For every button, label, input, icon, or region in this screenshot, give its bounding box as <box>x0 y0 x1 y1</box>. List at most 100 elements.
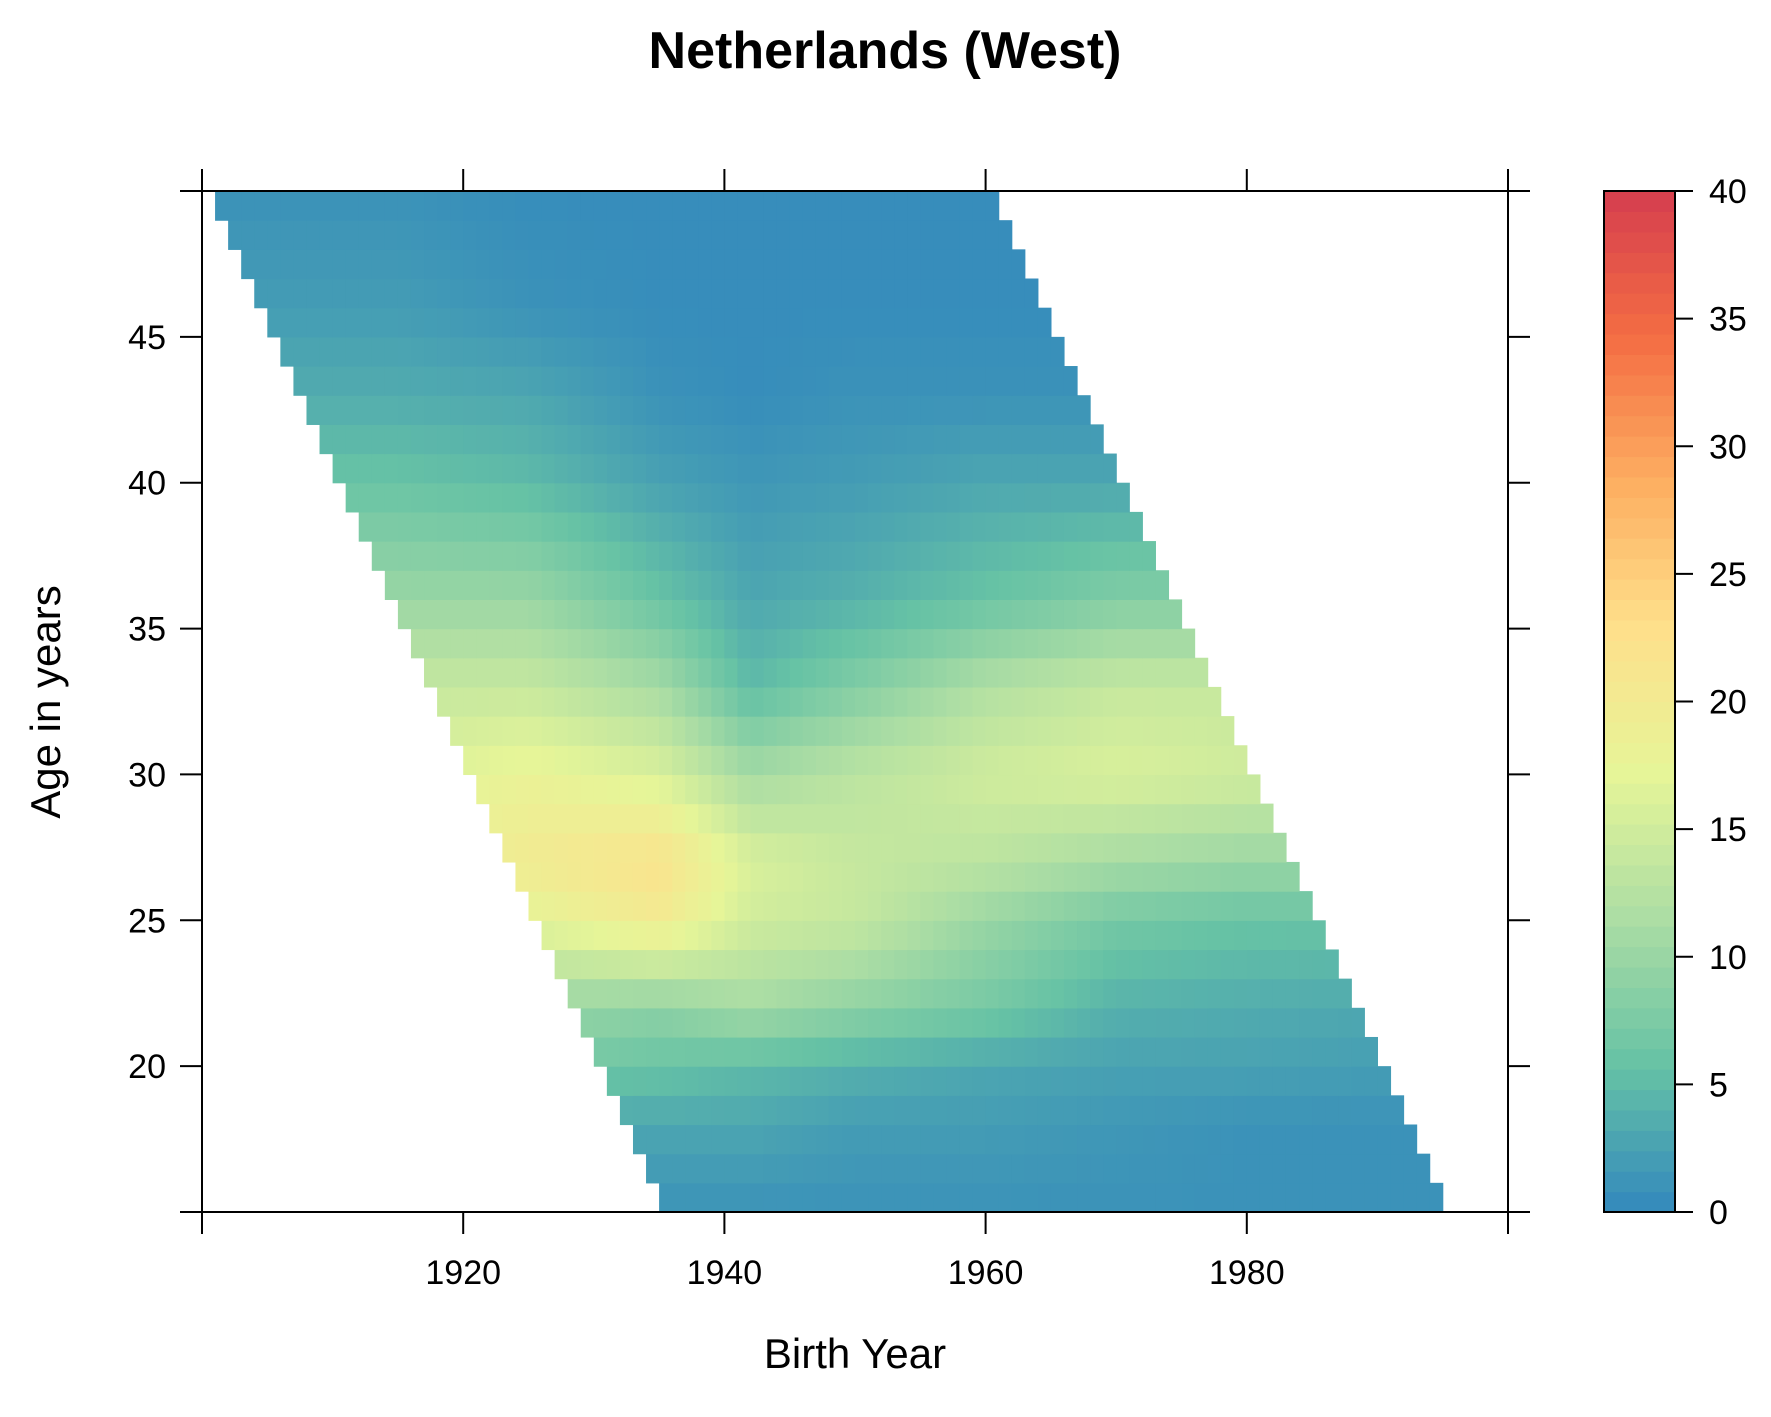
heatmap-cell <box>815 920 830 951</box>
heatmap-cell <box>789 249 804 280</box>
heatmap-cell <box>384 570 399 600</box>
heatmap-cell <box>920 336 934 367</box>
heatmap-cell <box>1050 861 1065 892</box>
heatmap-cell <box>397 395 412 425</box>
heatmap-cell <box>1220 1066 1235 1096</box>
heatmap-cell <box>228 191 242 221</box>
colorbar-swatch <box>1604 374 1675 396</box>
heatmap-cell <box>789 307 804 338</box>
heatmap-cell <box>1090 1124 1104 1155</box>
heatmap-cell <box>1050 745 1065 776</box>
heatmap-cell <box>424 191 438 221</box>
heatmap-cell <box>881 191 895 221</box>
heatmap-cell <box>920 511 934 542</box>
heatmap-cell <box>685 1007 699 1038</box>
heatmap-cell <box>946 453 961 484</box>
heatmap-cell <box>907 920 921 951</box>
heatmap-cell <box>659 716 673 746</box>
heatmap-cell <box>698 1007 712 1038</box>
heatmap-cell <box>580 336 595 367</box>
heatmap-cell <box>855 424 869 455</box>
heatmap-cell <box>1325 978 1339 1009</box>
heatmap-cell <box>567 949 582 980</box>
heatmap-cell <box>789 453 804 484</box>
heatmap-cell <box>1155 1095 1170 1126</box>
heatmap-cell <box>1024 949 1039 980</box>
heatmap-cell <box>424 336 438 367</box>
heatmap-cell <box>1246 949 1261 980</box>
heatmap-cell <box>1011 920 1026 951</box>
heatmap-cell <box>1155 1124 1170 1155</box>
heatmap-cell <box>737 716 752 746</box>
heatmap-cell <box>1090 657 1104 688</box>
heatmap-cell <box>868 570 882 600</box>
heatmap-cell <box>1207 1036 1222 1067</box>
heatmap-cell <box>659 220 673 250</box>
heatmap-cell <box>437 366 451 396</box>
heatmap-cell <box>672 424 686 455</box>
heatmap-cell <box>437 511 451 542</box>
heatmap-cell <box>802 191 817 221</box>
heatmap-cell <box>868 745 882 776</box>
heatmap-cell <box>841 803 856 834</box>
heatmap-cell <box>933 745 948 776</box>
heatmap-cell <box>1129 1007 1143 1038</box>
colorbar-tick-label: 10 <box>1709 939 1747 977</box>
heatmap-cell <box>946 774 961 805</box>
heatmap-cell <box>319 191 334 221</box>
heatmap-cell <box>868 336 882 367</box>
heatmap-cell <box>1037 599 1052 630</box>
heatmap-cell <box>1142 949 1156 980</box>
heatmap-cell <box>737 774 752 805</box>
heatmap-cell <box>998 453 1013 484</box>
heatmap-cell <box>371 307 386 338</box>
heatmap-cell <box>554 511 569 542</box>
heatmap-cell <box>1168 657 1183 688</box>
heatmap-cell <box>1116 570 1130 600</box>
heatmap-cell <box>828 424 843 455</box>
heatmap-cell <box>750 366 765 396</box>
heatmap-cell <box>319 278 334 309</box>
heatmap-cell <box>985 511 1000 542</box>
heatmap-cell <box>672 220 686 250</box>
heatmap-cell <box>593 307 608 338</box>
colorbar-swatch <box>1604 497 1675 519</box>
heatmap-cell <box>1024 1182 1039 1213</box>
heatmap-cell <box>1077 1182 1091 1213</box>
heatmap-cell <box>593 628 608 659</box>
heatmap-cell <box>789 716 804 746</box>
heatmap-cell <box>1103 949 1117 980</box>
heatmap-cell <box>881 570 895 600</box>
heatmap-cell <box>907 220 921 250</box>
heatmap-cell <box>1050 1036 1065 1067</box>
heatmap-cell <box>1011 803 1026 834</box>
heatmap-cell <box>1259 1182 1274 1213</box>
heatmap-cell <box>1220 1182 1235 1213</box>
heatmap-cell <box>776 891 791 921</box>
heatmap-cell <box>1077 832 1091 863</box>
heatmap-cell <box>985 570 1000 600</box>
heatmap-cell <box>985 949 1000 980</box>
heatmap-cell <box>815 1095 830 1126</box>
heatmap-cell <box>802 657 817 688</box>
heatmap-cell <box>424 599 438 630</box>
heatmap-cell <box>384 220 399 250</box>
heatmap-cell <box>424 657 438 688</box>
heatmap-cell <box>632 891 647 921</box>
heatmap-cell <box>998 803 1013 834</box>
heatmap-cell <box>1103 570 1117 600</box>
heatmap-cell <box>1299 1095 1313 1126</box>
heatmap-cell <box>763 366 778 396</box>
heatmap-cell <box>606 278 621 309</box>
heatmap-cell <box>1063 657 1078 688</box>
heatmap-cell <box>463 278 477 309</box>
heatmap-cell <box>815 482 830 513</box>
heatmap-cell <box>1090 716 1104 746</box>
heatmap-cell <box>1090 891 1104 921</box>
heatmap-cell <box>1155 1182 1170 1213</box>
heatmap-cell <box>841 891 856 921</box>
heatmap-cell <box>855 1095 869 1126</box>
heatmap-cell <box>1090 1153 1104 1184</box>
heatmap-cell <box>894 482 908 513</box>
heatmap-cell <box>802 511 817 542</box>
